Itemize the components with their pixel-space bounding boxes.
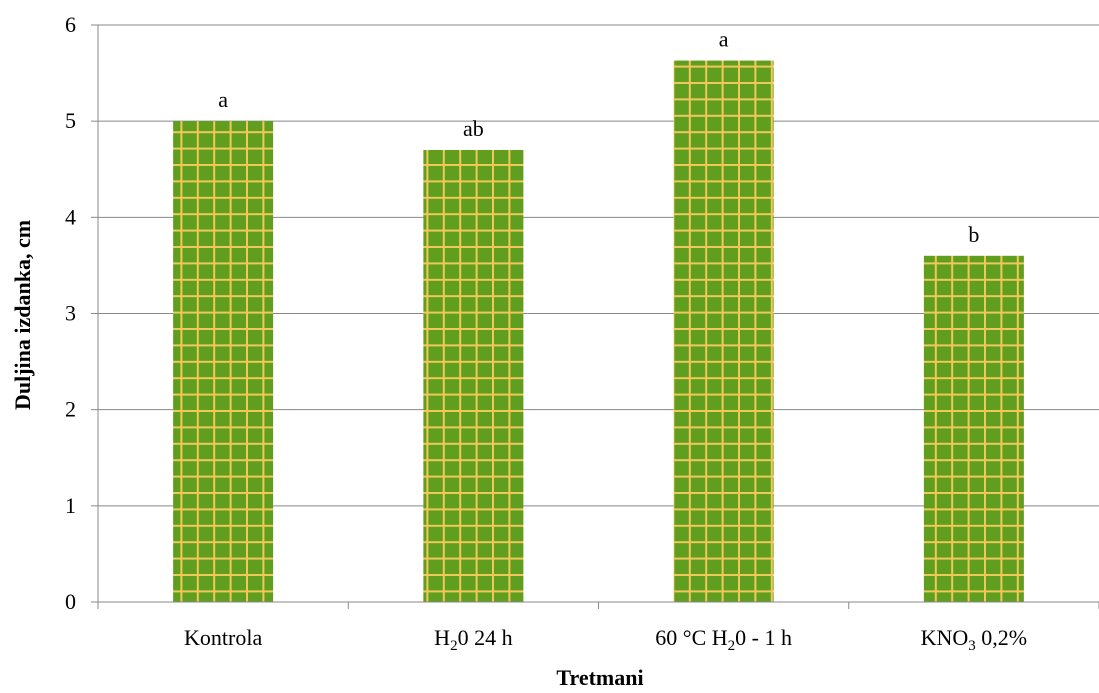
bar: [673, 60, 774, 602]
y-tick-label: 0: [65, 589, 76, 614]
y-tick-label: 6: [65, 12, 76, 37]
bar: [173, 121, 274, 603]
y-tick-label: 1: [65, 493, 76, 518]
y-tick-label: 4: [65, 204, 76, 229]
bar-data-label: ab: [463, 116, 484, 141]
y-tick-label: 2: [65, 397, 76, 422]
y-tick-label: 5: [65, 108, 76, 133]
bar-data-label: b: [968, 222, 979, 247]
x-axis-ticks: Kontrola H20 24 h 60 °C H20 - 1 h KNO3 0,2%: [97, 602, 1099, 654]
y-axis-ticks: 0 1 2 3 4 5 6: [65, 12, 98, 614]
bar-data-label: a: [719, 27, 729, 52]
bar: [923, 255, 1024, 603]
x-tick-label: H20 24 h: [434, 625, 512, 654]
bar-data-label: a: [218, 87, 228, 112]
x-tick-label: KNO3 0,2%: [921, 625, 1028, 654]
y-axis-title: Duljina izdanka, cm: [10, 220, 35, 410]
y-tick-label: 3: [65, 301, 76, 326]
x-tick-label: Kontrola: [184, 625, 262, 650]
bar: [423, 150, 524, 602]
bars: [173, 60, 1024, 603]
x-tick-label: 60 °C H20 - 1 h: [655, 625, 792, 654]
x-axis-title: Tretmani: [556, 665, 643, 690]
